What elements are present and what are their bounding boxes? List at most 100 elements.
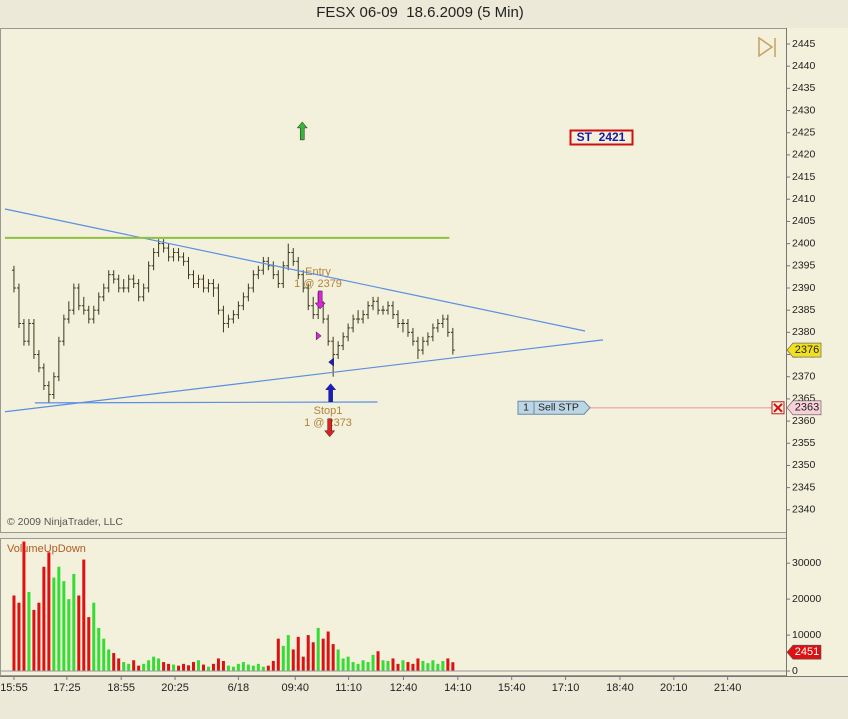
- ohlc-bar: [405, 319, 410, 337]
- ohlc-bar: [191, 270, 196, 288]
- y-tick-label: 2340: [792, 504, 816, 516]
- volume-bar: [246, 664, 250, 672]
- order-type: Sell STP: [538, 402, 579, 414]
- trade-marker: [325, 383, 337, 402]
- ohlc-bar: [176, 248, 181, 262]
- volume-bar: [102, 638, 106, 672]
- scroll-end-icon[interactable]: [758, 36, 774, 58]
- volume-bar: [231, 666, 235, 672]
- volume-bar: [301, 656, 305, 672]
- order-box[interactable]: 1 Sell STP: [517, 400, 591, 415]
- ohlc-bar: [281, 261, 286, 288]
- volume-bar: [391, 658, 395, 672]
- volume-bar: [122, 662, 126, 672]
- y-tick-label: 2345: [792, 481, 816, 493]
- ohlc-bar: [96, 292, 101, 315]
- ohlc-bar: [146, 261, 151, 293]
- y-tick-label: 2380: [792, 326, 816, 338]
- ohlc-bar: [181, 252, 186, 266]
- ohlc-bar: [361, 310, 366, 324]
- x-tick-label: 18:40: [606, 682, 634, 694]
- ohlc-bar: [51, 372, 56, 399]
- y-tick-label: 2435: [792, 82, 816, 94]
- copyright: © 2009 NinjaTrader, LLC: [7, 516, 123, 528]
- y-tick-label: 0: [792, 665, 798, 677]
- y-tick-label: 20000: [792, 593, 821, 605]
- volume-bar: [416, 658, 420, 672]
- volume-bar: [431, 660, 435, 672]
- order-cancel-button[interactable]: [771, 401, 785, 415]
- volume-bar: [261, 666, 265, 672]
- ohlc-bar: [156, 239, 161, 257]
- ohlc-bar: [286, 243, 291, 271]
- volume-pane: [0, 538, 787, 676]
- volume-bar: [157, 658, 161, 672]
- ohlc-bar: [341, 332, 346, 351]
- volume-bar: [87, 617, 91, 672]
- y-tick-label: 2430: [792, 104, 816, 116]
- volume-bar: [182, 663, 186, 672]
- ohlc-bar: [216, 283, 221, 315]
- ohlc-bar: [435, 319, 440, 333]
- volume-bar: [306, 635, 310, 672]
- volume-bar: [167, 663, 171, 672]
- ohlc-bar: [36, 350, 41, 373]
- volume-bar: [82, 559, 86, 672]
- ohlc-bar: [46, 381, 51, 404]
- volume-bar: [201, 664, 205, 672]
- volume-bar: [396, 663, 400, 672]
- ohlc-bar: [376, 296, 381, 315]
- volume-bar: [147, 660, 151, 672]
- ohlc-bar: [26, 319, 31, 346]
- volume-bar: [386, 660, 390, 672]
- scroll-end-button[interactable]: [758, 36, 776, 58]
- volume-bar: [241, 662, 245, 672]
- x-tick-label: 18:55: [107, 682, 135, 694]
- cancel-icon: [773, 403, 783, 413]
- trade-marker: [315, 331, 322, 341]
- y-tick-label: 2385: [792, 304, 816, 316]
- y-tick-label: 2400: [792, 237, 816, 249]
- ohlc-bar: [186, 256, 191, 280]
- y-tick-label: 2390: [792, 282, 816, 294]
- volume-bar: [276, 638, 280, 672]
- volume-bar: [376, 651, 380, 672]
- volume-bar: [72, 573, 76, 672]
- order-price-flag: [786, 400, 822, 416]
- volume-bar: [331, 644, 335, 672]
- ohlc-bar: [161, 239, 166, 253]
- volume-bar: [326, 631, 330, 672]
- ohlc-bar: [66, 301, 71, 324]
- ohlc-bar: [326, 314, 331, 346]
- y-tick-label: 2425: [792, 126, 816, 138]
- ohlc-bar: [301, 270, 306, 293]
- y-tick-label: 2445: [792, 38, 816, 50]
- volume-bar: [137, 665, 141, 672]
- trade-marker: [324, 418, 336, 438]
- y-tick-label: 2415: [792, 171, 816, 183]
- ohlc-bar: [445, 314, 450, 337]
- volume-bar: [426, 663, 430, 672]
- volume-bar: [142, 663, 146, 672]
- volume-bar: [401, 660, 405, 672]
- price-pane: [0, 28, 787, 533]
- trade-marker: [328, 357, 334, 367]
- ohlc-bar: [166, 243, 171, 262]
- volume-bar: [341, 658, 345, 672]
- volume-bar: [27, 591, 31, 672]
- volume-bar: [192, 662, 196, 672]
- volume-bar: [67, 599, 71, 672]
- y-tick-label: 2350: [792, 459, 816, 471]
- x-tick-label: 6/18: [228, 682, 249, 694]
- y-tick-label: 2440: [792, 60, 816, 72]
- volume-bar: [32, 609, 36, 672]
- trade-marker: [314, 290, 326, 310]
- trend-line: [34, 401, 378, 404]
- ohlc-bar: [61, 314, 66, 346]
- ohlc-bar: [420, 336, 425, 355]
- ohlc-bar: [21, 319, 26, 346]
- ohlc-bar: [226, 314, 231, 328]
- ohlc-bar: [41, 363, 46, 391]
- volume-bar: [451, 662, 455, 672]
- volume-bar: [436, 663, 440, 672]
